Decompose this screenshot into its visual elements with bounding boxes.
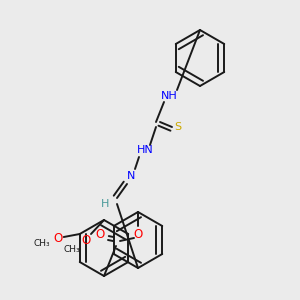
Text: NH: NH <box>160 91 177 101</box>
Text: H: H <box>101 199 109 209</box>
Text: N: N <box>127 171 135 181</box>
Text: O: O <box>134 227 142 241</box>
Text: CH₃: CH₃ <box>33 238 50 247</box>
Text: O: O <box>53 232 62 245</box>
Text: O: O <box>81 233 91 247</box>
Text: O: O <box>95 227 105 241</box>
Text: CH₃: CH₃ <box>64 245 80 254</box>
Text: S: S <box>174 122 182 132</box>
Text: HN: HN <box>136 145 153 155</box>
